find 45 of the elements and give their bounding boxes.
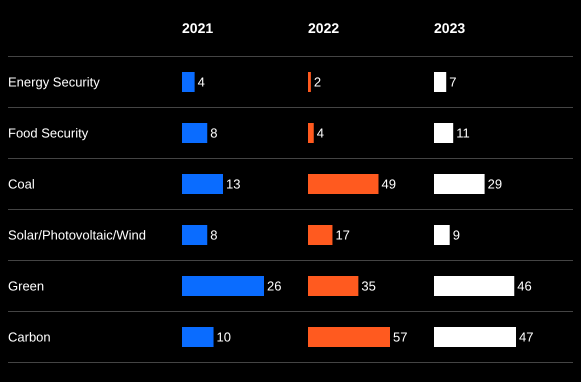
bar [308, 327, 390, 347]
y-tick-label: Food Security [8, 126, 89, 141]
chart-title: 2022 [308, 20, 340, 36]
data-label: 29 [488, 176, 502, 192]
bar [308, 276, 358, 296]
bar [434, 123, 454, 143]
y-tick-label: Solar/Photovoltaic/Wind [8, 228, 146, 243]
y-tick-label: Coal [8, 176, 35, 192]
bar [434, 174, 485, 194]
data-label: 13 [226, 176, 240, 192]
bar [434, 327, 516, 347]
data-label: 17 [335, 228, 350, 243]
y-tick-label: Green [8, 278, 44, 294]
bar [308, 225, 332, 245]
bar [182, 174, 223, 194]
bar [434, 225, 450, 245]
bar [182, 225, 208, 245]
data-label: 2 [314, 74, 322, 90]
data-label: 4 [316, 126, 324, 141]
y-tick-label: Energy Security [8, 74, 100, 90]
data-label: 9 [452, 228, 460, 243]
bar [182, 276, 264, 296]
bar [308, 174, 378, 194]
data-label: 4 [198, 74, 205, 90]
bar [182, 123, 208, 143]
bar [434, 72, 446, 92]
chart-title: 2021 [182, 20, 214, 36]
data-label: 8 [210, 228, 218, 243]
bar [434, 276, 514, 296]
bar [308, 72, 311, 92]
chart-title: 2023 [434, 20, 466, 36]
data-label: 26 [267, 278, 282, 294]
data-label: 11 [456, 126, 470, 141]
bar [182, 72, 195, 92]
data-label: 8 [210, 126, 218, 141]
y-tick-label: Carbon [8, 330, 51, 345]
data-label: 35 [361, 278, 376, 294]
data-label: 7 [449, 74, 456, 90]
data-label: 57 [393, 330, 408, 345]
bar [308, 123, 314, 143]
data-label: 47 [519, 330, 534, 345]
bar [182, 327, 214, 347]
data-label: 46 [517, 278, 532, 294]
data-label: 49 [381, 176, 396, 192]
data-label: 10 [216, 330, 232, 345]
